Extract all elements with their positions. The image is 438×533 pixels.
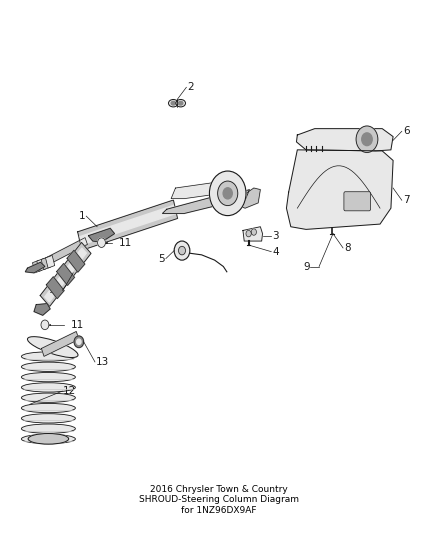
Text: 7: 7	[403, 195, 410, 205]
Polygon shape	[25, 262, 45, 273]
Circle shape	[77, 339, 81, 344]
Text: 11: 11	[71, 320, 84, 330]
Ellipse shape	[21, 414, 75, 423]
Ellipse shape	[28, 337, 78, 358]
Polygon shape	[162, 190, 250, 214]
Polygon shape	[88, 228, 115, 242]
Ellipse shape	[21, 352, 75, 361]
Ellipse shape	[169, 100, 178, 107]
Circle shape	[362, 133, 372, 146]
Ellipse shape	[21, 403, 75, 413]
Text: 2: 2	[187, 82, 194, 92]
Text: 10: 10	[48, 285, 61, 295]
Bar	[46, 255, 55, 268]
Text: 11: 11	[119, 238, 132, 248]
Polygon shape	[243, 227, 262, 241]
Bar	[37, 259, 46, 271]
Text: 2016 Chrysler Town & Country
SHROUD-Steering Column Diagram
for 1NZ96DX9AF: 2016 Chrysler Town & Country SHROUD-Stee…	[139, 485, 299, 515]
Text: 5: 5	[158, 254, 165, 263]
Polygon shape	[286, 150, 393, 229]
Text: 3: 3	[272, 231, 279, 241]
Polygon shape	[79, 205, 177, 245]
Circle shape	[98, 238, 106, 247]
Polygon shape	[36, 238, 88, 270]
Circle shape	[179, 246, 185, 255]
Polygon shape	[46, 277, 64, 298]
Ellipse shape	[21, 434, 75, 443]
Polygon shape	[171, 181, 239, 199]
Circle shape	[41, 320, 49, 329]
Polygon shape	[57, 263, 74, 285]
Text: 12: 12	[63, 386, 77, 396]
Polygon shape	[239, 188, 260, 208]
Circle shape	[251, 229, 256, 235]
Text: 9: 9	[303, 262, 310, 271]
Polygon shape	[42, 332, 79, 357]
Ellipse shape	[21, 383, 75, 392]
Circle shape	[218, 181, 238, 206]
Circle shape	[246, 230, 251, 237]
Text: 8: 8	[344, 243, 350, 253]
Polygon shape	[297, 128, 393, 151]
Bar	[41, 257, 50, 270]
FancyBboxPatch shape	[344, 192, 371, 211]
Circle shape	[174, 241, 190, 260]
Polygon shape	[45, 248, 86, 302]
Polygon shape	[67, 251, 85, 272]
Polygon shape	[34, 304, 50, 316]
Polygon shape	[78, 200, 177, 251]
Ellipse shape	[21, 393, 75, 402]
Text: 1: 1	[78, 211, 85, 221]
Ellipse shape	[171, 101, 176, 105]
Circle shape	[223, 188, 232, 199]
Text: 13: 13	[96, 357, 110, 367]
Ellipse shape	[28, 433, 69, 444]
Circle shape	[74, 336, 84, 348]
Ellipse shape	[21, 362, 75, 372]
Ellipse shape	[179, 101, 183, 105]
Text: 4: 4	[272, 247, 279, 257]
Circle shape	[209, 171, 246, 216]
Ellipse shape	[176, 100, 185, 107]
Bar	[32, 260, 42, 273]
Polygon shape	[40, 243, 91, 306]
Circle shape	[356, 126, 378, 152]
Ellipse shape	[21, 424, 75, 433]
Text: 6: 6	[403, 126, 410, 136]
Ellipse shape	[21, 373, 75, 382]
